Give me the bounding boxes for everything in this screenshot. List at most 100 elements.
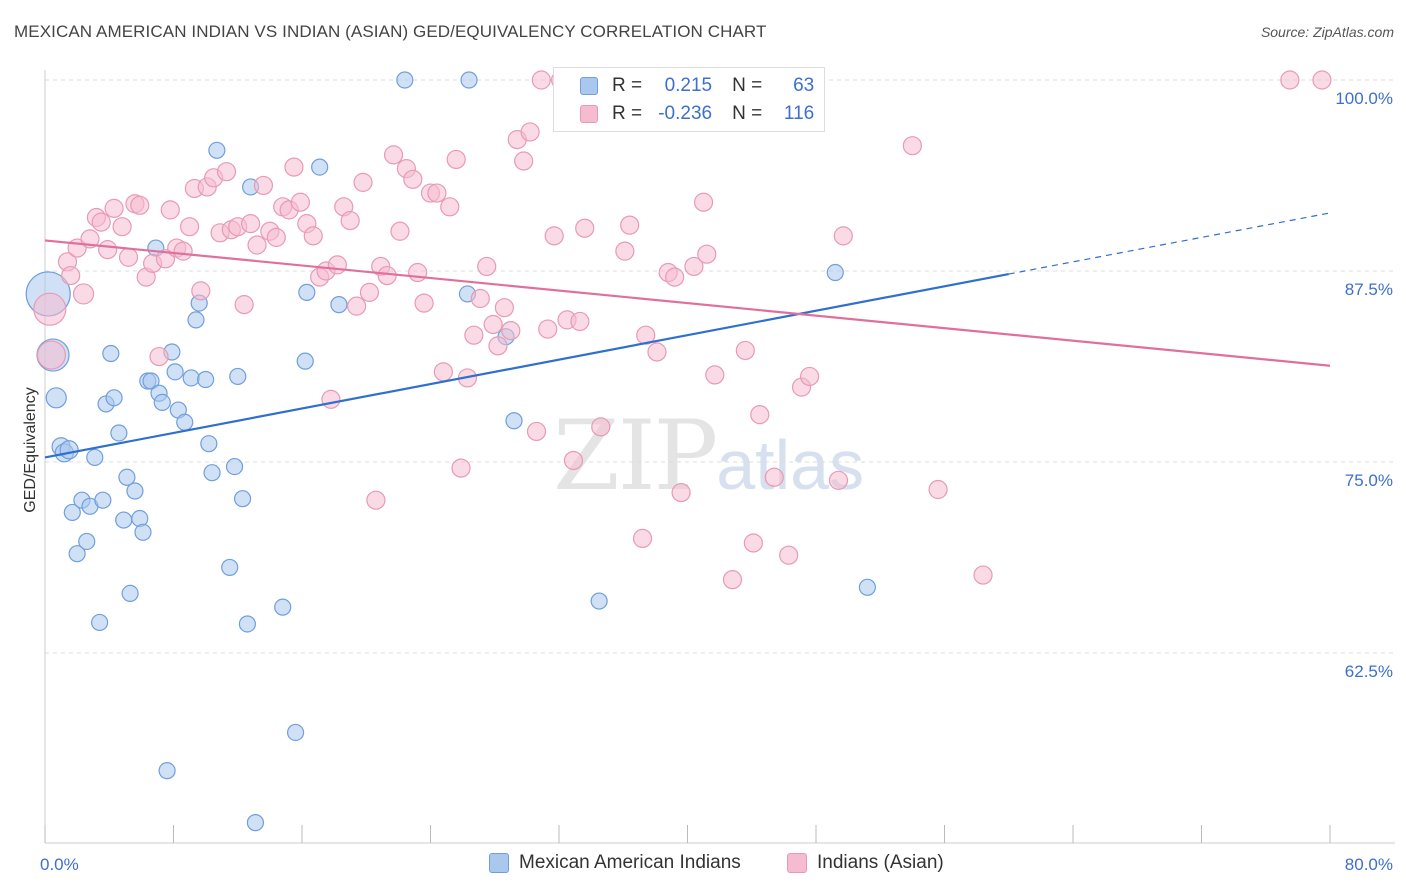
pink-point	[241, 214, 261, 234]
blue-point	[94, 491, 112, 509]
blue-point	[153, 393, 171, 412]
blue-point	[59, 440, 79, 460]
blue-point	[142, 372, 160, 390]
pink-point	[632, 528, 653, 549]
pink-point	[353, 172, 373, 192]
pink-point	[799, 366, 820, 387]
pink-point	[764, 467, 784, 487]
y-tick-label: 75.0%	[1345, 471, 1393, 490]
pink-point	[470, 288, 490, 309]
pink-point	[149, 346, 169, 367]
blue-point	[105, 389, 123, 407]
pink-point	[61, 265, 81, 286]
pink-point	[833, 226, 853, 246]
pink-point	[591, 417, 611, 437]
pink-point	[366, 490, 386, 510]
bottom-legend-swatch-pink	[787, 853, 807, 873]
blue-point	[187, 311, 205, 329]
y-tick-label: 100.0%	[1335, 89, 1393, 108]
pink-point	[414, 293, 434, 313]
pink-point	[665, 267, 685, 287]
pink-point	[477, 256, 497, 277]
blue-point	[197, 370, 215, 389]
pink-point	[575, 218, 595, 238]
x-tick-label: 0.0%	[40, 855, 79, 874]
legend-swatch-blue	[580, 77, 598, 95]
pink-point	[647, 342, 667, 362]
pink-point	[1312, 70, 1332, 90]
pink-point	[112, 217, 132, 237]
legend-row-blue: R = 0.215 N = 63	[580, 73, 814, 99]
blue-point	[200, 435, 218, 453]
blue-point	[274, 598, 292, 616]
blue-point	[86, 448, 104, 467]
pink-point	[98, 240, 118, 260]
pink-point	[234, 295, 254, 315]
pink-point	[390, 221, 410, 241]
pink-point	[501, 320, 521, 341]
blue-point	[330, 296, 348, 314]
bottom-legend-swatch-blue	[489, 853, 509, 873]
pink-point	[451, 458, 471, 478]
pink-point	[705, 365, 725, 385]
blue-point	[121, 584, 139, 603]
pink-point	[464, 325, 484, 345]
pink-point	[130, 195, 150, 215]
pink-point	[216, 162, 237, 182]
legend-r-label: R =	[612, 103, 643, 124]
blue-point	[233, 490, 252, 508]
pink-point	[440, 197, 460, 217]
legend-r-value: -0.236	[658, 103, 713, 124]
legend-row-pink: R = -0.236 N = 116	[580, 101, 814, 127]
pink-point	[494, 298, 514, 318]
pink-point	[427, 183, 447, 203]
blue-point	[286, 723, 305, 742]
x-tick-label: 80.0%	[1345, 855, 1393, 874]
pink-point	[253, 175, 274, 196]
pink-point	[446, 149, 466, 170]
legend-n-label: N =	[732, 103, 763, 124]
source-label: Source: ZipAtlas.com	[1260, 24, 1394, 40]
blue-point	[45, 387, 67, 409]
y-axis-label: GED/Equivalency	[22, 387, 39, 512]
blue-trend-extension	[1008, 212, 1331, 275]
pink-point	[91, 212, 111, 232]
pink-point	[266, 227, 286, 247]
pink-point	[735, 340, 755, 361]
pink-point	[118, 247, 139, 267]
pink-point	[620, 215, 640, 235]
blue-point	[158, 762, 176, 780]
pink-point	[327, 255, 347, 275]
pink-point	[173, 241, 193, 261]
blue-point	[396, 71, 414, 89]
pink-point	[693, 192, 714, 212]
pink-point	[779, 545, 799, 565]
pink-point	[828, 470, 849, 490]
blue-point	[118, 468, 136, 486]
pink-point	[36, 340, 67, 370]
legend-r-value: 0.215	[664, 75, 713, 96]
pink-point	[520, 122, 540, 142]
pink-point	[191, 281, 211, 301]
pink-point	[408, 262, 428, 283]
legend-n-label: N =	[732, 75, 763, 96]
blue-point	[246, 814, 265, 832]
pink-point	[247, 235, 267, 255]
bottom-legend-label-pink: Indians (Asian)	[817, 852, 944, 873]
blue-point	[826, 263, 844, 282]
pink-point	[538, 319, 558, 339]
pink-point	[488, 336, 508, 356]
pink-point	[526, 421, 547, 442]
pink-point	[1280, 70, 1300, 90]
pink-point	[615, 241, 635, 261]
pink-point	[973, 565, 993, 585]
blue-point	[225, 457, 244, 476]
blue-point	[78, 532, 96, 551]
bottom-legend-blue: Mexican American Indians	[489, 852, 741, 874]
pink-point	[433, 362, 453, 382]
pink-point	[33, 292, 67, 326]
pink-point	[684, 256, 704, 277]
blue-point	[460, 71, 478, 89]
pink-point	[531, 70, 551, 90]
